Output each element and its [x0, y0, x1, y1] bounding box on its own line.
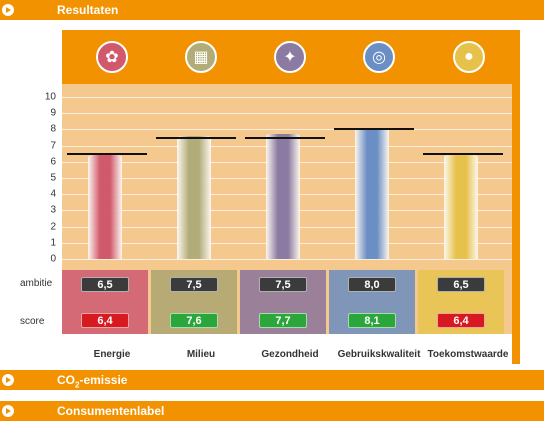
y-tick-label: 0 [50, 253, 56, 265]
gridline [62, 97, 512, 98]
metric-future: 6,5 6,4 [418, 270, 504, 334]
score-value: 7,6 [170, 313, 218, 328]
co2-title: CO2-emissie [57, 373, 128, 390]
y-axis: 0 1 2 3 4 5 6 7 8 9 10 [40, 92, 60, 266]
ambition-marker [156, 136, 236, 139]
bar-energie [88, 155, 122, 259]
play-arrow-icon [2, 374, 14, 386]
results-title: Resultaten [57, 3, 119, 17]
ambition-row-label: ambitie [20, 278, 53, 289]
y-tick-label: 1 [50, 237, 56, 249]
score-row-label: score [20, 316, 45, 327]
metric-usability: 8,0 8,1 [329, 270, 415, 334]
right-rail [512, 84, 520, 364]
bar-gebruikskwaliteit [355, 127, 389, 259]
y-tick-label: 6 [50, 156, 56, 168]
ambition-marker [245, 136, 325, 139]
category-label-future: Toekomstwaarde [427, 349, 509, 360]
y-tick-label: 2 [50, 221, 56, 233]
metric-environment: 7,5 7,6 [151, 270, 237, 334]
bar-gezondheid [266, 134, 300, 259]
ambition-value: 6,5 [437, 277, 485, 292]
ambition-value: 7,5 [259, 277, 307, 292]
co2-header[interactable]: CO2-emissie [0, 370, 544, 390]
score-value: 6,4 [81, 313, 129, 328]
ambition-marker [334, 128, 414, 131]
y-tick-label: 9 [50, 107, 56, 119]
future-icon: ● [453, 41, 485, 73]
results-panel: ✿ ▦ ✦ ◎ ● 6,5 6,4 7,5 7,6 7,5 7,7 8,0 8,… [62, 30, 520, 364]
y-tick-label: 10 [44, 91, 56, 103]
score-value: 6,4 [437, 313, 485, 328]
consumer-label-header[interactable]: Consumentenlabel [0, 401, 544, 421]
environment-icon: ▦ [185, 41, 217, 73]
gridline [62, 113, 512, 115]
y-tick-label: 3 [50, 204, 56, 216]
category-label-usability: Gebruikskwaliteit [337, 349, 421, 360]
metric-energy: 6,5 6,4 [62, 270, 148, 334]
y-tick-label: 8 [50, 123, 56, 135]
y-tick-label: 4 [50, 188, 56, 200]
gridline [62, 259, 512, 260]
bar-milieu [177, 135, 211, 259]
usability-icon: ◎ [363, 41, 395, 73]
bar-toekomstwaarde [444, 155, 478, 259]
y-tick-label: 5 [50, 172, 56, 184]
play-arrow-icon [2, 405, 14, 417]
ambition-value: 7,5 [170, 277, 218, 292]
metric-health: 7,5 7,7 [240, 270, 326, 334]
category-label-energy: Energie [93, 349, 131, 360]
metrics-row: 6,5 6,4 7,5 7,6 7,5 7,7 8,0 8,1 6,5 6,4 [62, 270, 512, 334]
ambition-marker [423, 152, 503, 155]
ambition-value: 8,0 [348, 277, 396, 292]
ambition-value: 6,5 [81, 277, 129, 292]
energy-icon: ✿ [96, 41, 128, 73]
gridline [62, 129, 512, 131]
y-tick-label: 7 [50, 140, 56, 152]
score-value: 8,1 [348, 313, 396, 328]
ambition-marker [67, 152, 147, 155]
results-header[interactable]: Resultaten [0, 0, 544, 20]
category-label-health: Gezondheid [261, 349, 319, 360]
score-value: 7,7 [259, 313, 307, 328]
play-arrow-icon [2, 4, 14, 16]
health-icon: ✦ [274, 41, 306, 73]
category-label-environment: Milieu [186, 349, 216, 360]
consumer-label-title: Consumentenlabel [57, 404, 165, 418]
